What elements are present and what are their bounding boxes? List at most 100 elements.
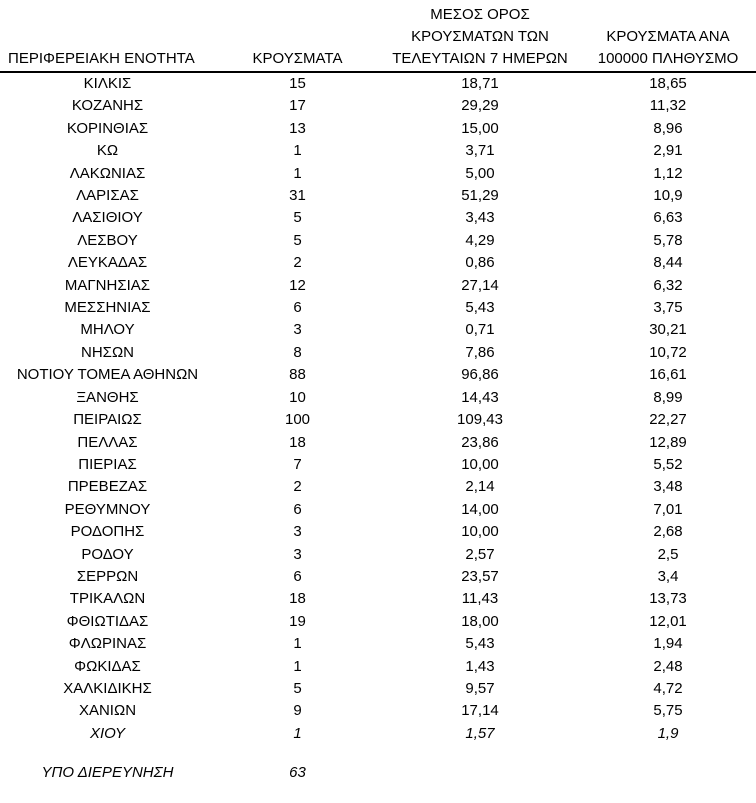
region-cell: ΛΕΣΒΟΥ — [77, 231, 138, 249]
region-cell: ΧΑΛΚΙΔΙΚΗΣ — [63, 679, 152, 697]
table-row: ΚΙΛΚΙΣ 15 18,71 18,65 — [0, 72, 756, 95]
table-row: ΠΕΙΡΑΙΩΣ 100 109,43 22,27 — [0, 409, 756, 431]
region-cell: ΡΕΘΥΜΝΟΥ — [64, 500, 151, 518]
cases-cell: 3 — [293, 321, 302, 339]
per100k-cell: 1,9 — [657, 724, 679, 742]
region-cell: ΜΕΣΣΗΝΙΑΣ — [64, 299, 151, 317]
cases-cell: 3 — [293, 523, 302, 541]
table-row: ΧΑΝΙΩΝ 9 17,14 5,75 — [0, 700, 756, 722]
region-cell: ΠΕΙΡΑΙΩΣ — [73, 411, 142, 429]
table-row: ΣΕΡΡΩΝ 6 23,57 3,4 — [0, 566, 756, 588]
avg7-cell: 3,71 — [465, 142, 495, 160]
under-investigation-label: ΥΠΟ ΔΙΕΡΕΥΝΗΣΗ — [41, 764, 174, 782]
per100k-cell: 3,4 — [657, 567, 679, 585]
per100k-cell: 10,72 — [649, 343, 687, 361]
avg7-cell: 2,14 — [465, 478, 495, 496]
region-cell: ΦΘΙΩΤΙΔΑΣ — [66, 612, 149, 630]
avg7-cell: 7,86 — [465, 343, 495, 361]
table-row: ΛΕΥΚΑΔΑΣ 2 0,86 8,44 — [0, 252, 756, 274]
cases-cell: 100 — [284, 411, 311, 429]
region-cell: ΝΗΣΩΝ — [81, 343, 134, 361]
region-cell: ΛΑΣΙΘΙΟΥ — [72, 209, 143, 227]
cases-cell: 1 — [293, 724, 302, 742]
avg7-cell: 5,43 — [465, 299, 495, 317]
cases-cell: 17 — [289, 97, 306, 115]
table-row: ΚΟΡΙΝΘΙΑΣ 13 15,00 8,96 — [0, 118, 756, 140]
region-cell: ΠΡΕΒΕΖΑΣ — [67, 478, 148, 496]
cases-cell: 18 — [289, 433, 306, 451]
region-cell: ΡΟΔΟΥ — [81, 545, 134, 563]
cases-cell: 88 — [289, 366, 306, 384]
per100k-cell: 22,27 — [649, 411, 687, 429]
table-row: ΛΑΣΙΘΙΟΥ 5 3,43 6,63 — [0, 207, 756, 229]
avg7-cell: 96,86 — [461, 366, 499, 384]
per100k-cell: 5,52 — [653, 455, 683, 473]
per100k-cell: 4,72 — [653, 679, 683, 697]
cases-cell: 2 — [293, 478, 302, 496]
per100k-cell: 12,01 — [649, 612, 687, 630]
avg7-cell: 14,43 — [461, 388, 499, 406]
avg7-cell: 109,43 — [457, 411, 503, 429]
per100k-cell: 2,48 — [653, 657, 683, 675]
per100k-cell: 6,32 — [653, 276, 683, 294]
per100k-cell: 3,75 — [653, 299, 683, 317]
per100k-cell: 11,32 — [649, 97, 687, 115]
cases-cell: 2 — [293, 254, 302, 272]
avg7-cell: 15,00 — [461, 119, 499, 137]
cases-cell: 1 — [293, 142, 302, 160]
table-row: ΧΙΟΥ 1 1,57 1,9 — [0, 723, 756, 745]
cases-cell: 5 — [293, 231, 302, 249]
per100k-cell: 7,01 — [653, 500, 683, 518]
region-cell: ΜΑΓΝΗΣΙΑΣ — [64, 276, 151, 294]
table-row: ΠΕΛΛΑΣ 18 23,86 12,89 — [0, 432, 756, 454]
cases-cell: 6 — [293, 299, 302, 317]
table-body: ΚΙΛΚΙΣ 15 18,71 18,65 ΚΟΖΑΝΗΣ 17 29,29 11,32 ΚΟΡ… — [0, 72, 756, 745]
table-header: ΠΕΡΙΦΕΡΕΙΑΚΗ ΕΝΟΤΗΤΑ ΚΡΟΥΣΜΑΤΑ ΜΕΣΟΣ ΟΡΟ… — [0, 0, 756, 73]
per100k-cell: 18,65 — [649, 75, 687, 92]
per100k-cell: 8,96 — [653, 119, 683, 137]
table-row: ΠΡΕΒΕΖΑΣ 2 2,14 3,48 — [0, 476, 756, 498]
region-cell: ΡΟΔΟΠΗΣ — [70, 523, 145, 541]
region-cell: ΛΑΡΙΣΑΣ — [76, 187, 139, 205]
avg7-cell: 14,00 — [461, 500, 499, 518]
per100k-cell: 30,21 — [649, 321, 687, 339]
avg7-cell: 10,00 — [461, 455, 499, 473]
avg7-cell: 10,00 — [461, 523, 499, 541]
avg7-cell: 11,43 — [461, 590, 499, 608]
per100k-cell: 8,44 — [653, 254, 683, 272]
per100k-cell: 2,68 — [653, 523, 683, 541]
cases-cell: 31 — [289, 187, 306, 205]
region-cell: ΚΟΖΑΝΗΣ — [71, 97, 144, 115]
per100k-cell: 2,5 — [657, 545, 679, 563]
avg7-cell: 29,29 — [461, 97, 499, 115]
cases-cell: 5 — [293, 209, 302, 227]
per100k-cell: 3,48 — [653, 478, 683, 496]
table-row: ΚΟΖΑΝΗΣ 17 29,29 11,32 — [0, 95, 756, 117]
per100k-cell: 5,78 — [653, 231, 683, 249]
cases-cell: 13 — [289, 119, 306, 137]
table-row: ΤΡΙΚΑΛΩΝ 18 11,43 13,73 — [0, 588, 756, 610]
cases-cell: 15 — [289, 75, 306, 92]
per100k-cell: 10,9 — [653, 187, 683, 205]
region-cell: ΧΑΝΙΩΝ — [78, 702, 137, 720]
cases-cell: 19 — [289, 612, 306, 630]
avg7-cell: 51,29 — [461, 187, 499, 205]
col-header-per100k: ΚΡΟΥΣΜΑΤΑ ΑΝΑ 100000 ΠΛΗΘΥΣΜΟ — [580, 0, 756, 73]
table-row: ΦΩΚΙΔΑΣ 1 1,43 2,48 — [0, 656, 756, 678]
region-cell: ΚΟΡΙΝΘΙΑΣ — [66, 119, 149, 137]
table-row: ΛΑΚΩΝΙΑΣ 1 5,00 1,12 — [0, 163, 756, 185]
table-row: ΞΑΝΘΗΣ 10 14,43 8,99 — [0, 387, 756, 409]
region-cell: ΚΩ — [96, 142, 119, 160]
under-investigation-count: 63 — [289, 764, 306, 782]
per100k-cell: 8,99 — [653, 388, 683, 406]
cases-cell: 12 — [289, 276, 306, 294]
avg7-cell: 18,00 — [461, 612, 499, 630]
cases-cell: 1 — [293, 164, 302, 182]
cases-cell: 8 — [293, 343, 302, 361]
avg7-cell: 17,14 — [461, 702, 499, 720]
avg7-cell: 9,57 — [465, 679, 495, 697]
cases-cell: 3 — [293, 545, 302, 563]
cases-cell: 5 — [293, 679, 302, 697]
region-cell: ΠΕΛΛΑΣ — [77, 433, 138, 451]
